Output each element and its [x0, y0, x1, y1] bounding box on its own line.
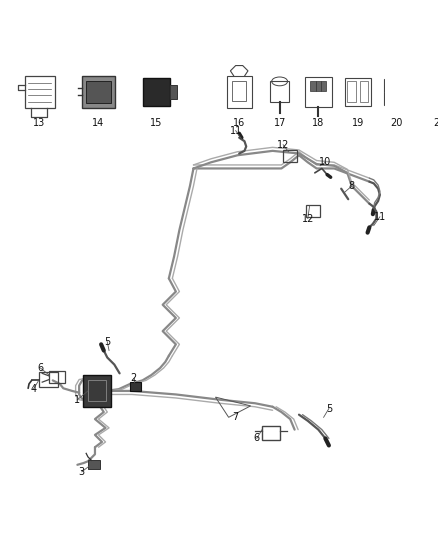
- Text: 19: 19: [352, 118, 364, 128]
- Text: 4: 4: [30, 384, 36, 394]
- Text: 14: 14: [92, 118, 105, 128]
- Bar: [311, 80, 316, 91]
- Text: 11: 11: [374, 212, 386, 222]
- Text: 10: 10: [319, 157, 332, 167]
- Bar: [305, 77, 332, 107]
- Text: 5: 5: [104, 337, 110, 346]
- Bar: [86, 80, 111, 103]
- Text: 18: 18: [312, 118, 325, 128]
- Text: 12: 12: [277, 140, 290, 150]
- Bar: [384, 79, 409, 105]
- Text: 2: 2: [131, 373, 137, 383]
- Text: 5: 5: [326, 403, 332, 414]
- Bar: [321, 80, 326, 91]
- Text: 6: 6: [254, 433, 260, 443]
- Bar: [25, 76, 54, 108]
- Bar: [262, 426, 279, 440]
- Text: 17: 17: [273, 118, 286, 128]
- Bar: [360, 82, 368, 102]
- Bar: [130, 382, 141, 391]
- Bar: [88, 381, 106, 401]
- Text: 8: 8: [349, 181, 355, 191]
- Bar: [82, 76, 115, 108]
- Bar: [347, 82, 356, 102]
- Bar: [270, 82, 290, 102]
- Bar: [49, 371, 65, 383]
- Text: 21: 21: [434, 118, 438, 128]
- Bar: [392, 100, 401, 112]
- Text: 20: 20: [390, 118, 403, 128]
- Bar: [170, 85, 177, 99]
- Text: 16: 16: [233, 118, 245, 128]
- Text: 13: 13: [33, 118, 46, 128]
- Text: 6: 6: [37, 363, 43, 373]
- Text: 15: 15: [150, 118, 162, 128]
- Bar: [345, 78, 371, 106]
- Bar: [39, 372, 58, 387]
- Bar: [283, 150, 297, 162]
- Text: 11: 11: [230, 126, 242, 135]
- Bar: [433, 72, 438, 107]
- Bar: [316, 80, 321, 91]
- Bar: [232, 82, 246, 101]
- Bar: [88, 461, 100, 469]
- Bar: [83, 375, 111, 407]
- Text: 7: 7: [233, 413, 239, 422]
- Text: 1: 1: [74, 395, 81, 405]
- Bar: [306, 205, 320, 217]
- Bar: [143, 78, 170, 106]
- Text: 3: 3: [79, 467, 85, 477]
- Text: 12: 12: [302, 214, 314, 223]
- Bar: [429, 67, 438, 112]
- Bar: [227, 76, 251, 108]
